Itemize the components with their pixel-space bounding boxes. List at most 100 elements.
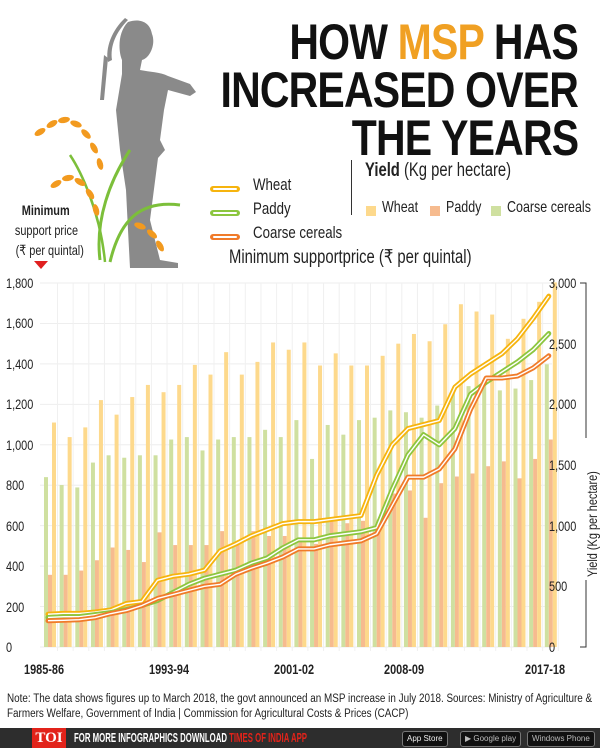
bar-wheat (67, 437, 72, 647)
y-right-tick-label: 0 (549, 639, 556, 655)
y-left-tick-label: 1,600 (6, 315, 34, 332)
bar-paddy (157, 532, 162, 647)
bar-coarse-cereals (544, 364, 549, 647)
bar-wheat (255, 361, 260, 647)
yield-title-rest: (Kg per hectare) (399, 160, 512, 181)
bar-coarse-cereals (497, 390, 502, 647)
legend-paddy-bar-label: Paddy (446, 199, 482, 216)
farmer-illustration (34, 18, 196, 268)
bar-paddy (361, 520, 365, 647)
title-line-2: INCREASED OVER (220, 62, 578, 118)
y-left-tick-label: 1,200 (6, 396, 34, 413)
bar-wheat (552, 282, 557, 647)
bar-coarse-cereals (294, 420, 299, 647)
bar-paddy (204, 545, 209, 647)
bar-paddy (63, 574, 68, 647)
bar-paddy (548, 439, 553, 647)
y-right-tick-label: 1,500 (549, 457, 577, 473)
app-store-badge[interactable]: App Store (402, 731, 448, 747)
bar-paddy (188, 545, 193, 647)
legend-paddy-bar-icon (430, 206, 440, 216)
legend-divider (351, 160, 352, 215)
msp-yield-chart (40, 282, 587, 651)
bar-wheat (458, 304, 463, 647)
x-tick-label: 1993-94 (149, 661, 190, 677)
legend-wheat-line-icon (210, 186, 240, 192)
bar-wheat (98, 400, 103, 647)
bar-wheat (177, 384, 182, 647)
bar-paddy (439, 483, 444, 647)
bar-coarse-cereals (169, 439, 174, 647)
caption-pointer-icon (34, 261, 48, 269)
bar-paddy (392, 493, 397, 647)
bar-coarse-cereals (529, 380, 534, 647)
bar-wheat (192, 364, 197, 647)
bar-wheat (490, 314, 495, 647)
x-tick-label: 1985-86 (24, 661, 65, 677)
bar-paddy (423, 517, 428, 647)
bar-paddy (79, 570, 84, 647)
x-tick-label: 2008-09 (383, 661, 425, 677)
legend-coarse-label: Coarse cereals (253, 223, 343, 242)
bar-coarse-cereals (90, 462, 95, 647)
bar-paddy (407, 490, 412, 647)
bar-wheat (474, 311, 479, 647)
bar-wheat (505, 338, 510, 647)
chart-title: Minimum supportprice (₹ per quintal) (229, 247, 472, 268)
title-accent-msp: MSP (397, 14, 484, 70)
bar-wheat (302, 342, 307, 647)
legend-coarse-line-icon (210, 234, 240, 240)
bar-wheat (521, 318, 526, 647)
farmer-silhouette-icon (100, 18, 196, 268)
y-left-tick-label: 0 (6, 639, 13, 655)
google-play-badge[interactable]: ▶ Google play (460, 731, 522, 747)
legend-coarse-bar-icon (491, 206, 501, 216)
windows-phone-badge[interactable]: Windows Phone (527, 731, 595, 747)
legend-coarse-bar-label: Coarse cereals (507, 199, 591, 216)
bar-wheat (208, 374, 213, 647)
bar-paddy (251, 531, 256, 647)
bar-paddy (345, 523, 350, 647)
bar-paddy (486, 466, 491, 647)
bar-paddy (267, 535, 272, 647)
bar-coarse-cereals (122, 457, 127, 647)
bar-paddy (501, 461, 506, 647)
bar-coarse-cereals (466, 386, 471, 647)
bar-paddy (376, 519, 381, 647)
legend-wheat-bar-label: Wheat (382, 199, 419, 216)
bar-wheat (411, 333, 416, 647)
y-right-tick-label: 3,000 (549, 275, 577, 291)
x-tick-label: 2017-18 (524, 661, 565, 677)
bar-wheat (239, 374, 244, 647)
bar-paddy (235, 540, 240, 647)
bar-paddy (110, 547, 115, 647)
bar-coarse-cereals (184, 437, 189, 647)
bar-coarse-cereals (216, 439, 221, 647)
legend-wheat-bar-icon (366, 206, 376, 216)
bar-coarse-cereals (200, 450, 205, 647)
footer-promo-app: TIMES OF INDIA APP (229, 730, 307, 745)
y-left-tick-label: 400 (6, 558, 25, 575)
bar-paddy (298, 537, 303, 647)
footer-banner[interactable]: TOI FOR MORE INFOGRAPHICS DOWNLOAD TIMES… (0, 728, 600, 748)
bar-wheat (380, 355, 385, 647)
bar-wheat (349, 365, 354, 647)
bar-paddy (48, 574, 52, 647)
bar-wheat (271, 342, 276, 647)
bar-paddy (329, 520, 334, 647)
bar-wheat (286, 349, 291, 647)
y-left-tick-label: 200 (6, 598, 25, 615)
grain-stalks-icon (34, 116, 181, 263)
title-line-3: THE YEARS (351, 110, 578, 166)
right-axis-title: Yield (Kg per hectare) (584, 471, 600, 577)
bar-paddy (94, 560, 99, 647)
footer-promo-text: FOR MORE INFOGRAPHICS DOWNLOAD (74, 730, 230, 745)
bar-paddy (470, 473, 475, 647)
bar-coarse-cereals (278, 437, 283, 647)
bar-coarse-cereals (263, 429, 268, 647)
y-left-tick-label: 1,000 (6, 436, 34, 453)
bar-wheat (130, 397, 135, 647)
bar-paddy (314, 543, 319, 647)
bar-wheat (333, 353, 338, 647)
bar-paddy (517, 478, 522, 647)
